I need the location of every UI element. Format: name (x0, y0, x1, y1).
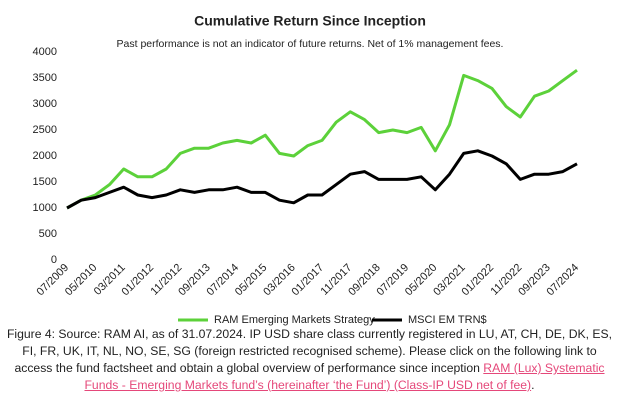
fund-link[interactable]: RAM (Lux) Systematic Funds - Emerging Ma… (84, 361, 605, 392)
y-tick-label: 0 (51, 254, 57, 266)
series-line (66, 149, 578, 210)
y-tick-label: 4000 (33, 46, 57, 58)
series-line (66, 68, 578, 210)
y-tick-label: 1000 (33, 202, 57, 214)
y-tick-label: 1500 (33, 176, 57, 188)
chart: Cumulative Return Since Inception Past p… (33, 13, 582, 326)
caption: Figure 4: Source: RAM AI, as of 31.07.20… (6, 326, 613, 394)
y-tick-label: 3000 (33, 98, 57, 110)
y-tick-label: 2000 (33, 150, 57, 162)
y-tick-label: 3500 (33, 72, 57, 84)
chart-subtitle: Past performance is not an indicator of … (117, 38, 504, 50)
chart-title: Cumulative Return Since Inception (194, 13, 426, 29)
legend-label: RAM Emerging Markets Strategy (214, 314, 375, 326)
y-tick-label: 2500 (33, 124, 57, 136)
caption-end: . (531, 378, 535, 392)
x-tick-label: 07/2024 (545, 262, 582, 299)
y-tick-label: 500 (39, 228, 57, 240)
caption-text: Figure 4: Source: RAM AI, as of 31.07.20… (6, 327, 613, 375)
legend-label: MSCI EM TRN$ (408, 314, 487, 326)
